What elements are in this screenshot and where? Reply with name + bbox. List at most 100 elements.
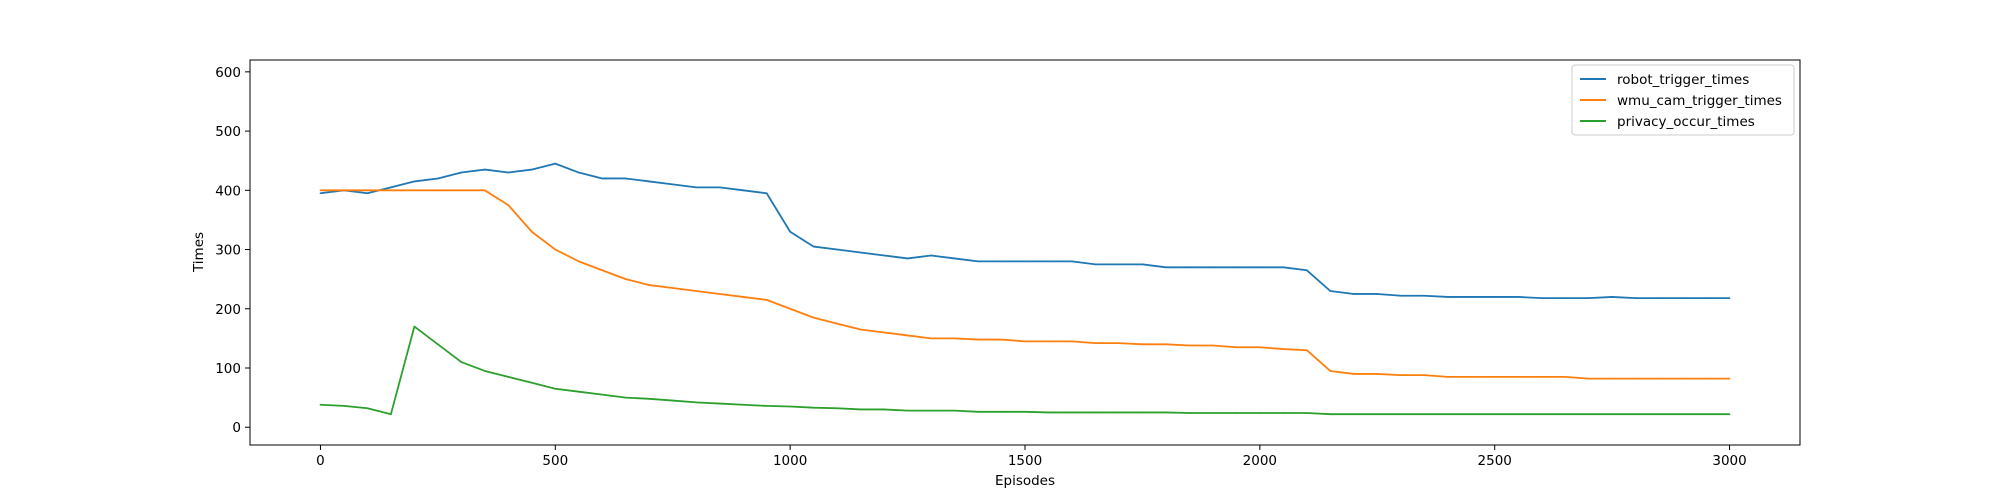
data-point-wmu-cam-trigger-times [1376,373,1379,375]
data-point-wmu-cam-trigger-times [953,337,956,340]
data-point-wmu-cam-trigger-times [1564,376,1566,378]
data-point-wmu-cam-trigger-times [1118,342,1120,344]
data-point-privacy-occur-times [1564,413,1566,416]
data-point-privacy-occur-times [1329,413,1332,416]
data-point-robot-trigger-times [883,254,885,257]
data-point-robot-trigger-times [718,186,721,189]
data-point-wmu-cam-trigger-times [742,296,744,298]
data-point-privacy-occur-times [554,387,557,390]
data-point-robot-trigger-times [1329,290,1332,292]
data-point-wmu-cam-trigger-times [1470,376,1473,378]
y-tick-label: 200 [215,302,241,318]
x-tick-label: 2000 [1243,453,1277,469]
data-point-privacy-occur-times [531,382,533,384]
data-point-robot-trigger-times [601,177,604,180]
data-point-wmu-cam-trigger-times [977,338,979,341]
data-point-robot-trigger-times [1399,294,1402,297]
data-point-robot-trigger-times [1587,297,1590,299]
data-point-wmu-cam-trigger-times [319,189,322,192]
data-point-privacy-occur-times [671,399,674,402]
data-point-wmu-cam-trigger-times [1587,377,1590,380]
data-point-privacy-occur-times [1470,413,1473,416]
data-point-privacy-occur-times [789,405,791,408]
data-point-wmu-cam-trigger-times [1047,340,1050,343]
legend-label-privacy: privacy_occur_times [1617,114,1755,130]
data-point-privacy-occur-times [1094,411,1097,414]
data-point-robot-trigger-times [1681,297,1684,299]
data-point-robot-trigger-times [1423,294,1426,297]
data-point-privacy-occur-times [1587,413,1590,416]
data-point-privacy-occur-times [1658,413,1660,416]
data-point-privacy-occur-times [859,408,862,411]
data-point-robot-trigger-times [906,257,909,260]
data-point-privacy-occur-times [648,398,651,400]
y-tick-label: 0 [232,420,241,436]
data-point-wmu-cam-trigger-times [1282,348,1285,350]
data-point-robot-trigger-times [1705,297,1707,299]
data-point-wmu-cam-trigger-times [812,316,815,319]
data-point-privacy-occur-times [624,396,627,399]
data-point-privacy-occur-times [906,409,909,412]
data-point-wmu-cam-trigger-times [671,287,674,289]
data-point-privacy-occur-times [1024,411,1026,413]
data-point-robot-trigger-times [1376,293,1379,295]
data-point-wmu-cam-trigger-times [718,293,721,295]
data-point-privacy-occur-times [319,403,322,406]
data-point-wmu-cam-trigger-times [906,334,909,337]
x-tick-label: 2500 [1478,453,1512,469]
data-point-robot-trigger-times [1658,297,1660,299]
data-point-robot-trigger-times [812,245,815,248]
data-point-wmu-cam-trigger-times [437,189,439,192]
data-point-wmu-cam-trigger-times [484,189,486,192]
legend-frame [1571,64,1795,136]
data-point-wmu-cam-trigger-times [765,299,768,301]
data-point-privacy-occur-times [1399,413,1402,416]
data-point-wmu-cam-trigger-times [343,189,345,192]
data-point-robot-trigger-times [624,177,627,180]
data-point-privacy-occur-times [1071,411,1073,414]
data-point-privacy-occur-times [390,413,392,416]
data-point-privacy-occur-times [695,401,698,404]
data-point-wmu-cam-trigger-times [507,204,510,206]
data-point-robot-trigger-times [1282,266,1285,269]
y-tick-label: 500 [215,124,241,140]
data-point-robot-trigger-times [554,162,557,165]
data-point-privacy-occur-times [1446,413,1449,416]
data-point-wmu-cam-trigger-times [1658,377,1660,380]
data-point-privacy-occur-times [742,403,744,406]
data-point-robot-trigger-times [930,254,932,257]
data-point-robot-trigger-times [437,177,439,180]
y-tick-label: 400 [215,183,241,199]
data-point-wmu-cam-trigger-times [1306,349,1308,352]
data-point-wmu-cam-trigger-times [1634,377,1637,380]
series-layer [319,162,1731,416]
data-point-privacy-occur-times [1282,412,1285,414]
data-point-robot-trigger-times [1047,260,1050,263]
data-point-robot-trigger-times [671,183,674,186]
legend-label-wmu-cam: wmu_cam_trigger_times [1617,93,1782,109]
data-point-privacy-occur-times [484,370,486,372]
data-point-privacy-occur-times [1352,413,1355,416]
data-point-privacy-occur-times [765,405,768,407]
data-point-privacy-occur-times [1259,412,1261,414]
x-tick-label: 500 [542,453,568,469]
data-point-robot-trigger-times [1446,296,1449,298]
data-point-privacy-occur-times [577,390,580,393]
data-point-privacy-occur-times [437,343,439,346]
data-point-privacy-occur-times [507,376,510,378]
data-point-wmu-cam-trigger-times [601,269,604,272]
data-point-privacy-occur-times [1634,413,1637,416]
data-point-privacy-occur-times [1517,413,1519,416]
data-point-privacy-occur-times [1165,411,1167,414]
data-point-wmu-cam-trigger-times [1728,377,1731,380]
x-axis-ticks: 0 500 1000 1500 2000 2500 3000 [316,445,1747,469]
data-point-robot-trigger-times [319,192,322,195]
data-point-wmu-cam-trigger-times [577,260,580,263]
x-tick-label: 1000 [773,453,807,469]
data-point-wmu-cam-trigger-times [1611,377,1613,380]
data-point-wmu-cam-trigger-times [1235,346,1238,349]
data-point-robot-trigger-times [1540,297,1543,299]
data-point-wmu-cam-trigger-times [789,307,791,310]
data-point-privacy-occur-times [812,406,815,409]
